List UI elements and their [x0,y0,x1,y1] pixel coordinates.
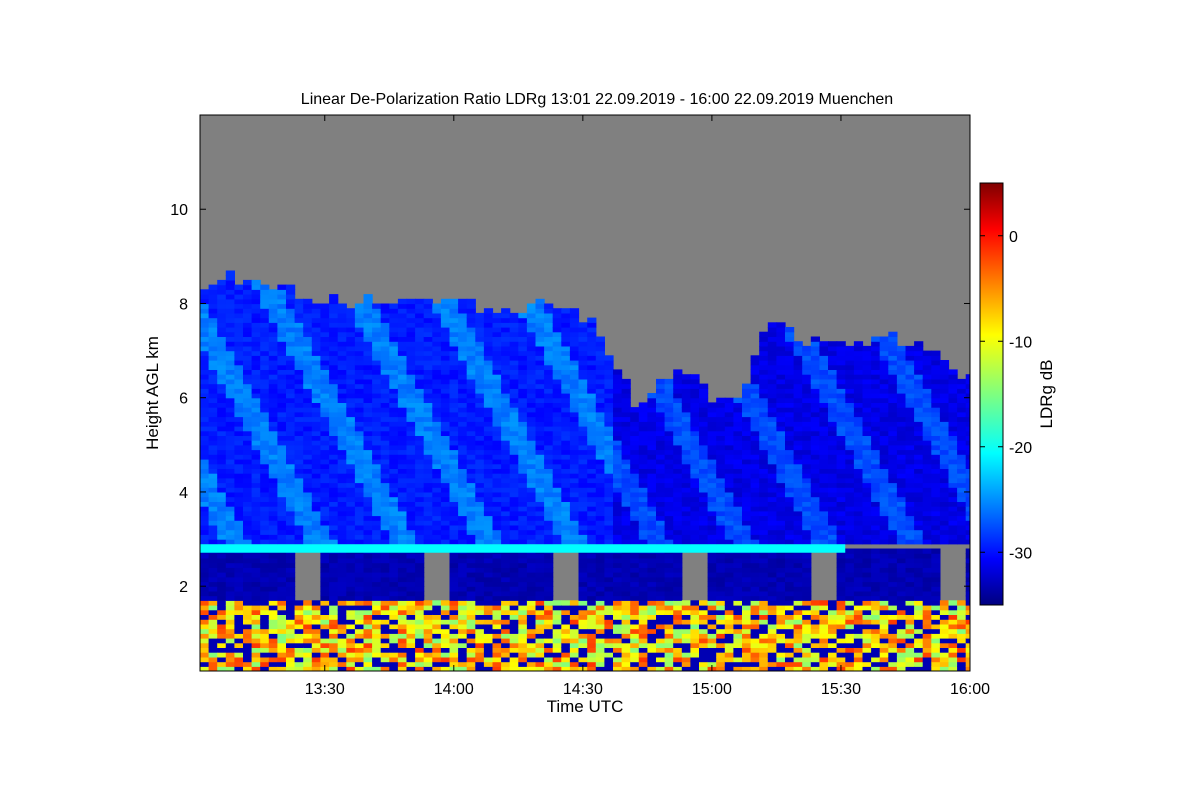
y-axis-label: Height AGL km [143,336,162,450]
plot-frame [199,114,971,672]
colorbar-tick-label: 0 [1009,229,1018,246]
colorbar-ticks: 0 -10 -20 -30 [980,229,1032,562]
colorbar: 0 -10 -20 -30 LDRg dB [979,182,1056,606]
chart-title: Linear De-Polarization Ratio LDRg 13:01 … [301,91,893,108]
y-tick-label: 2 [179,579,188,596]
x-axis: 13:30 14:00 14:30 15:00 15:30 16:00 [305,115,990,698]
ldr-heatmap [200,270,970,671]
colorbar-label: LDRg dB [1037,360,1056,429]
x-tick-label: 15:30 [821,681,861,698]
melting-layer-band [200,544,846,553]
y-axis: 2 4 6 8 10 [170,202,970,596]
colorbar-tick-label: -20 [1009,440,1032,457]
x-tick-label: 13:30 [305,681,345,698]
colorbar-tick-label: -30 [1009,545,1032,562]
x-axis-label: Time UTC [547,697,624,716]
colorbar-scale [979,182,1004,606]
y-tick-label: 8 [179,296,188,313]
colorbar-tick-label: -10 [1009,334,1032,351]
y-tick-label: 10 [170,202,188,219]
y-tick-label: 6 [179,391,188,408]
x-tick-label: 16:00 [950,681,990,698]
x-tick-label: 14:30 [563,681,603,698]
x-tick-label: 15:00 [692,681,732,698]
x-tick-label: 14:00 [434,681,474,698]
plot-area: 13:30 14:00 14:30 15:00 15:30 16:00 2 4 6 8 10 [170,114,990,698]
y-tick-label: 4 [179,485,188,502]
